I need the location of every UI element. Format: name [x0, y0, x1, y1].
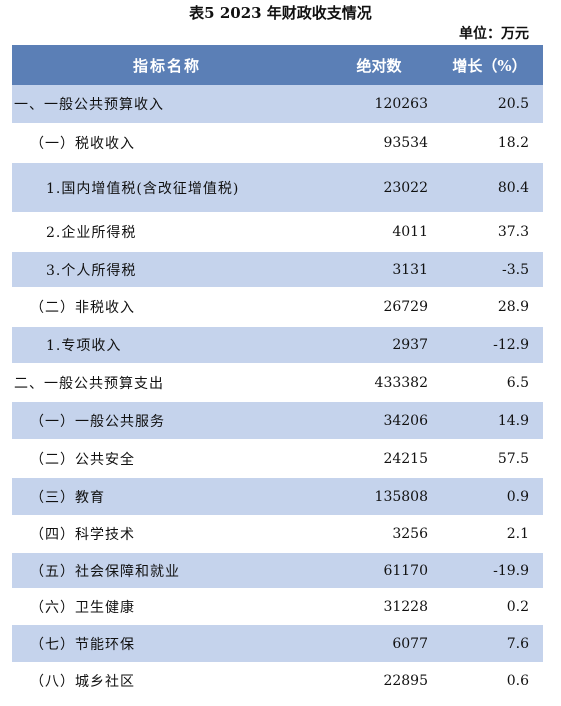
- row-name: （一）一般公共服务: [30, 413, 165, 430]
- row-value: 433382: [374, 374, 428, 391]
- row-value: 120263: [374, 96, 428, 112]
- table-title: 表5 2023 年财政收支情况: [189, 4, 372, 22]
- table-row: 一、一般公共预算收入 120263 20.5: [12, 85, 543, 124]
- row-growth: 0.2: [506, 598, 529, 615]
- row-value: 4011: [392, 224, 428, 240]
- row-value: 135808: [374, 488, 428, 505]
- row-name: （五）社会保障和就业: [30, 563, 180, 580]
- row-value: 3131: [392, 261, 428, 278]
- row-name: （四）科学技术: [30, 527, 135, 543]
- row-growth: 57.5: [497, 450, 529, 467]
- row-growth: 28.9: [497, 299, 529, 315]
- unit-label: 单位：万元: [459, 26, 529, 42]
- row-value: 24215: [383, 450, 428, 467]
- row-value: 2937: [392, 337, 428, 353]
- header-indicator-name: 指标名称: [132, 56, 201, 75]
- row-value: 6077: [392, 635, 428, 652]
- row-value: 23022: [383, 179, 428, 196]
- table-row: （二）非税收入 26729 28.9: [12, 288, 543, 327]
- row-name: （二）公共安全: [30, 451, 135, 468]
- row-value: 93534: [383, 135, 428, 151]
- table-row: 1.国内增值税(含改征增值税) 23022 80.4: [12, 163, 543, 213]
- table-row: （四）科学技术 3256 2.1: [12, 516, 543, 553]
- row-growth: 14.9: [497, 412, 529, 429]
- row-name: 1.国内增值税(含改征增值税): [46, 180, 240, 197]
- table-row: 2.企业所得税 4011 37.3: [12, 213, 543, 252]
- table-row: （二）公共安全 24215 57.5: [12, 440, 543, 478]
- row-value: 61170: [383, 562, 428, 579]
- table-row: （六）卫生健康 31228 0.2: [12, 589, 543, 625]
- row-growth: 20.5: [497, 96, 529, 112]
- header-growth: 增长（%）: [452, 56, 527, 75]
- row-name: 1.专项收入: [46, 338, 122, 354]
- row-name: （六）卫生健康: [30, 599, 135, 616]
- table-row: （三）教育 135808 0.9: [12, 478, 543, 516]
- row-name: （八）城乡社区: [30, 673, 135, 690]
- row-name: （三）教育: [30, 489, 105, 506]
- row-growth: 80.4: [497, 179, 529, 196]
- row-growth: -12.9: [493, 337, 529, 353]
- row-name: 二、一般公共预算支出: [14, 375, 164, 392]
- row-value: 3256: [392, 526, 428, 542]
- row-name: 2.企业所得税: [46, 225, 137, 241]
- row-value: 22895: [383, 672, 428, 689]
- row-value: 34206: [383, 412, 428, 429]
- table-row: （八）城乡社区 22895 0.6: [12, 663, 543, 699]
- row-growth: 37.3: [497, 224, 529, 240]
- row-value: 31228: [383, 598, 428, 615]
- table-row: 3.个人所得税 3131 -3.5: [12, 252, 543, 288]
- table-header: 指标名称 绝对数 增长（%）: [12, 45, 543, 85]
- row-growth: 6.5: [506, 374, 529, 391]
- row-growth: 0.6: [506, 672, 529, 689]
- header-absolute-value: 绝对数: [356, 56, 402, 75]
- row-growth: 18.2: [497, 135, 529, 151]
- table-row: （一）一般公共服务 34206 14.9: [12, 402, 543, 440]
- row-growth: 2.1: [506, 526, 529, 542]
- table-row: （五）社会保障和就业 61170 -19.9: [12, 553, 543, 589]
- row-name: （二）非税收入: [30, 300, 135, 316]
- table-row: 1.专项收入 2937 -12.9: [12, 327, 543, 364]
- row-name: （七）节能环保: [30, 636, 135, 653]
- table-row: （七）节能环保 6077 7.6: [12, 625, 543, 663]
- table-row: （一）税收收入 93534 18.2: [12, 124, 543, 163]
- row-growth: -3.5: [502, 261, 529, 278]
- row-value: 26729: [383, 299, 428, 315]
- row-growth: 7.6: [506, 635, 529, 652]
- row-growth: -19.9: [493, 562, 529, 579]
- fiscal-table: 指标名称 绝对数 增长（%） 一、一般公共预算收入 120263 20.5 （一…: [12, 45, 543, 699]
- row-name: 3.个人所得税: [46, 262, 137, 279]
- table-row: 二、一般公共预算支出 433382 6.5: [12, 364, 543, 402]
- row-name: 一、一般公共预算收入: [14, 97, 164, 113]
- row-name: （一）税收收入: [30, 136, 135, 152]
- row-growth: 0.9: [506, 488, 529, 505]
